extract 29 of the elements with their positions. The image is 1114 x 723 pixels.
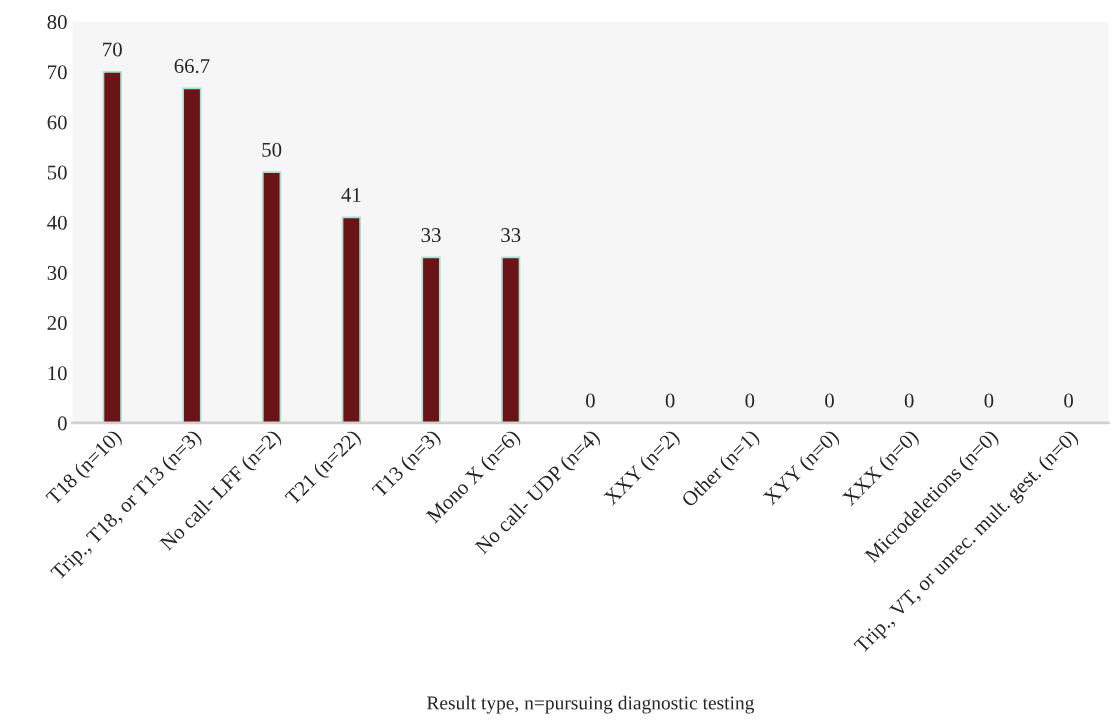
data-label: 0	[1064, 393, 1073, 408]
y-tick-label: 20	[47, 316, 67, 331]
data-label: 70	[103, 42, 122, 57]
y-tick-label: 30	[47, 265, 67, 280]
y-tick-label: 10	[48, 366, 67, 381]
bar	[182, 87, 202, 423]
bar	[421, 256, 441, 423]
y-tick-label: 70	[48, 65, 67, 80]
data-label: 0	[984, 393, 994, 408]
data-label: 33	[421, 228, 441, 243]
y-tick-label: 50	[47, 165, 67, 180]
data-label: 0	[586, 393, 595, 408]
data-label: 66.7	[174, 59, 210, 74]
x-axis-title: Result type, n=pursuing diagnostic testing	[426, 695, 755, 714]
y-tick-label: 0	[57, 416, 67, 431]
bar	[341, 216, 361, 423]
data-label: 0	[825, 393, 834, 408]
data-label: 0	[745, 393, 755, 408]
y-tick-label: 80	[47, 15, 67, 30]
y-tick-label: 40	[47, 215, 67, 230]
bar	[501, 256, 521, 423]
data-label: 0	[665, 393, 675, 408]
data-label: 41	[341, 188, 361, 202]
data-label: 0	[904, 393, 914, 408]
bar	[102, 71, 122, 423]
bar	[262, 171, 282, 423]
data-label: 50	[262, 142, 282, 157]
data-label: 33	[501, 228, 521, 243]
y-tick-label: 60	[47, 115, 67, 130]
